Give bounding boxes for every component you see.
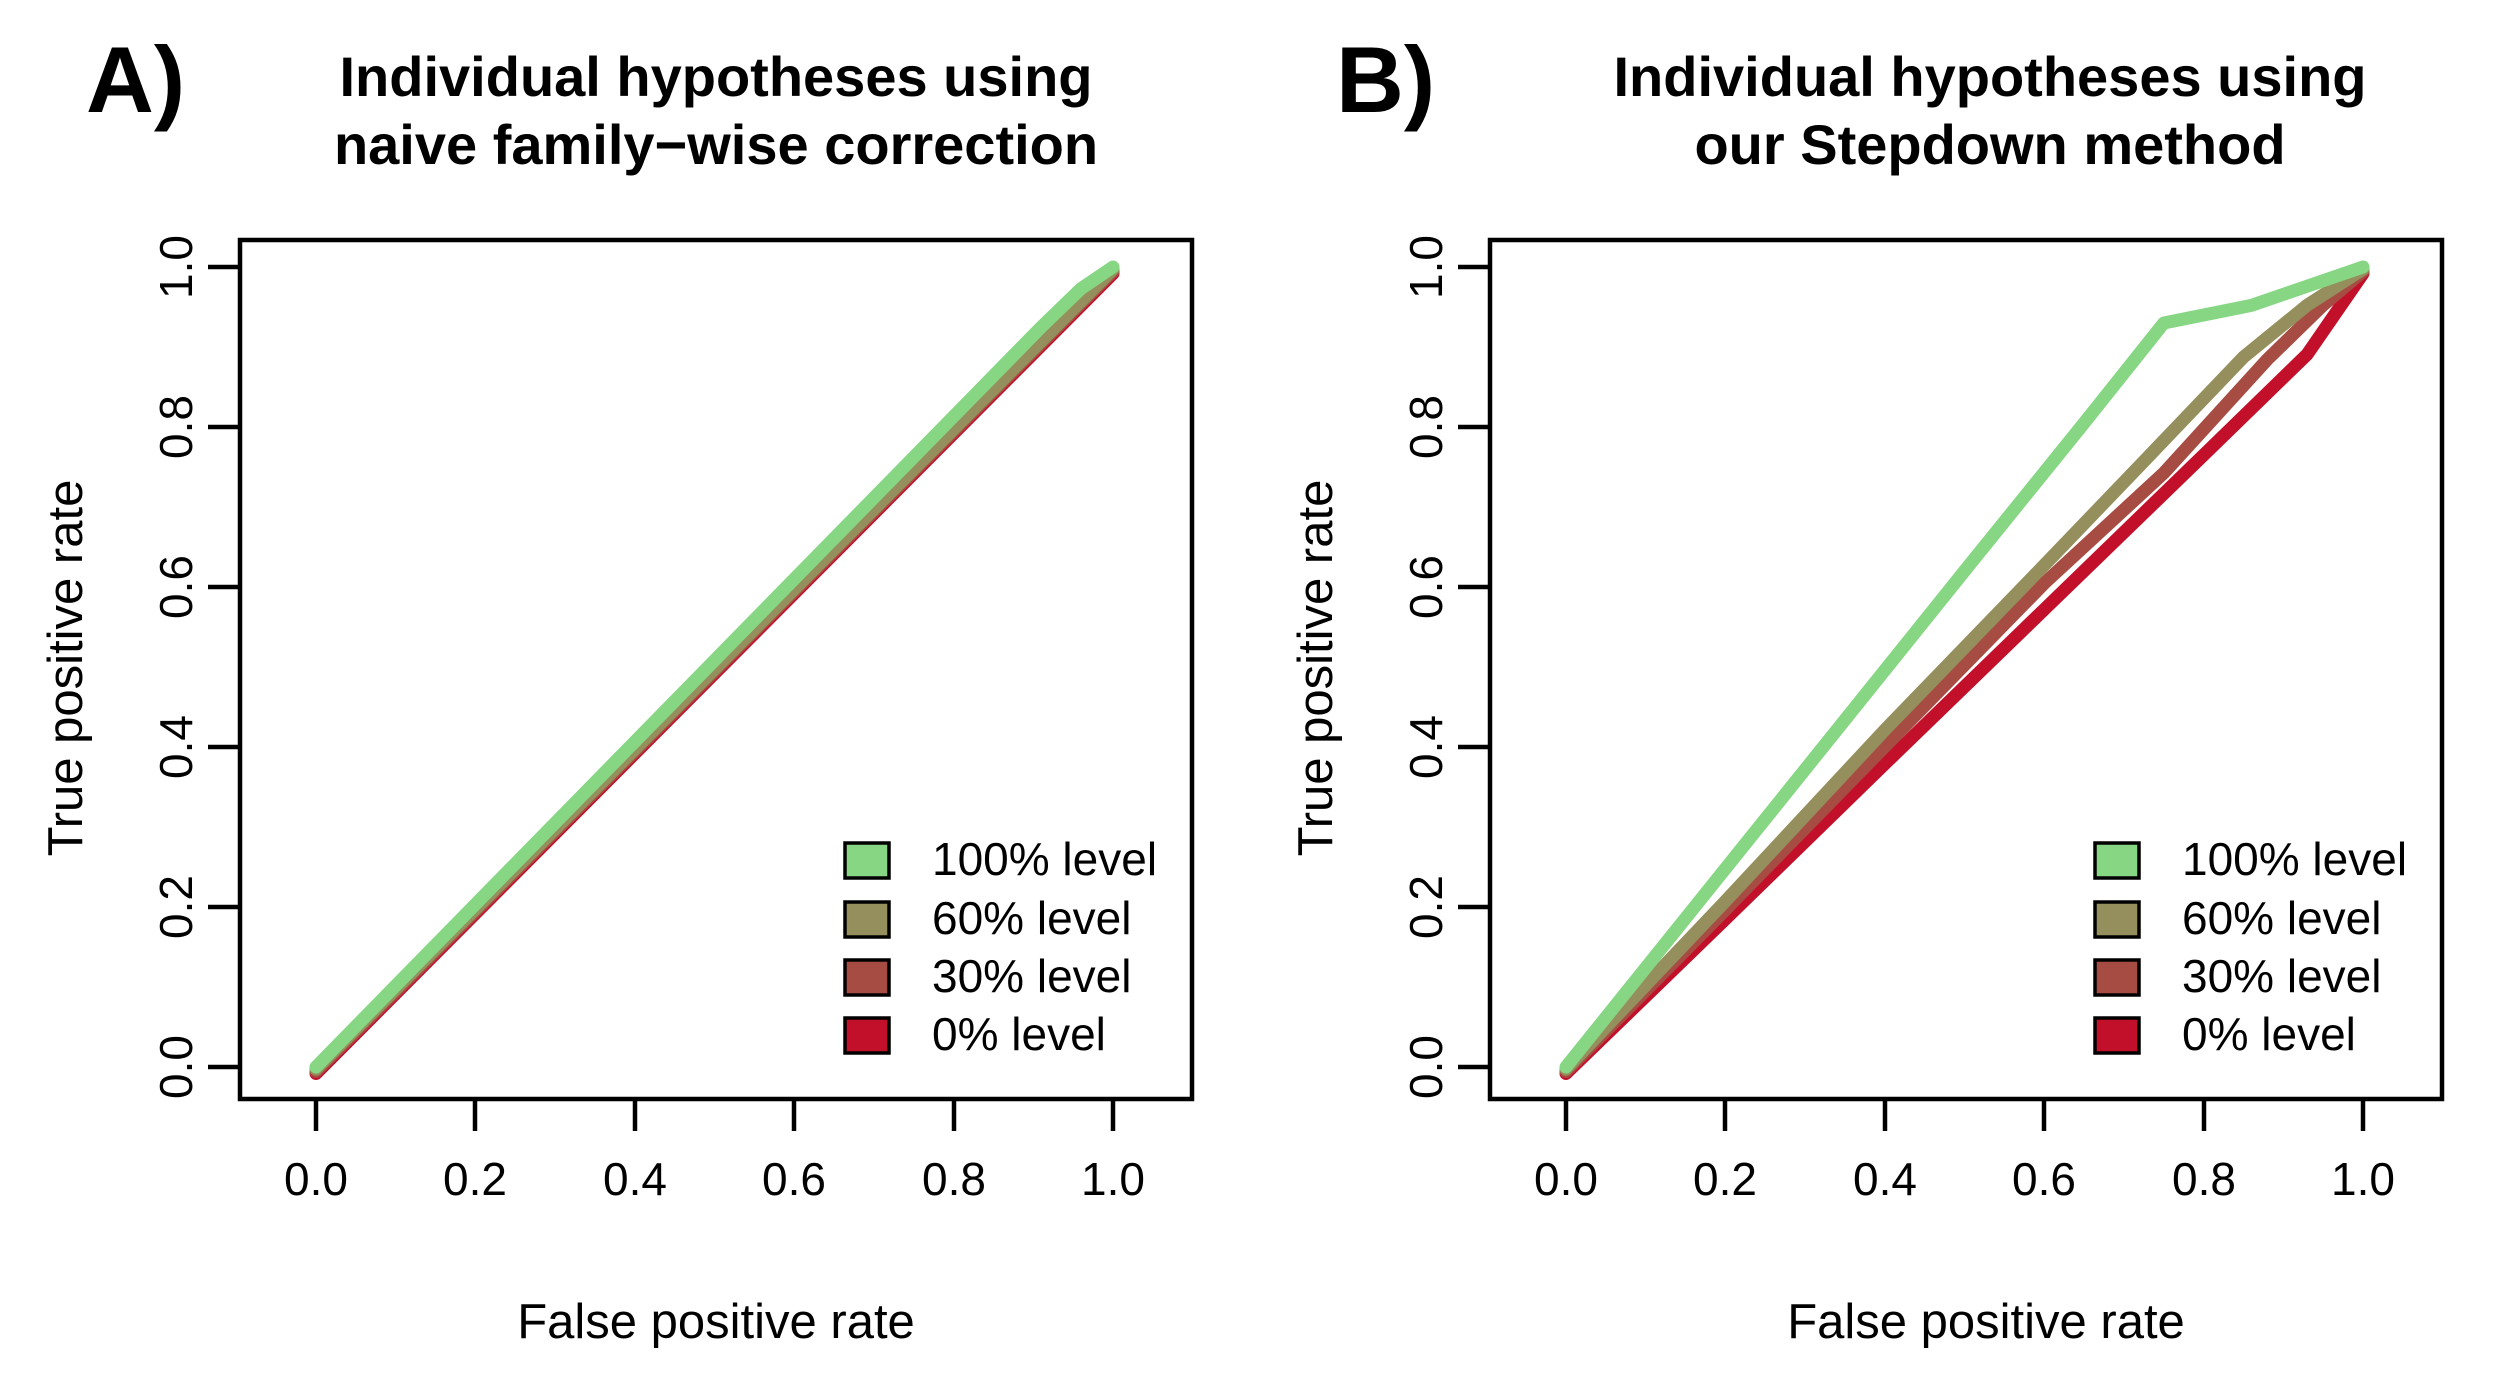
legend-label-0: 0% level [932, 1008, 1106, 1060]
x-tick-label: 0.0 [1534, 1153, 1598, 1205]
legend-swatch-30 [2093, 958, 2141, 997]
y-tick-label: 0.6 [1400, 555, 1452, 619]
series-line-60-level [1559, 262, 2370, 1076]
legend: 100% level 60% level 30% level 0% level [2093, 833, 2407, 1060]
panel-a: A) Individual hypotheses using naive fam… [39, 27, 1195, 1349]
legend-label-30: 30% level [932, 950, 1131, 1002]
legend-swatch-100 [843, 841, 891, 880]
y-axis: 0.0 0.2 0.4 0.6 0.8 1.0 True positive ra… [1289, 235, 1490, 1099]
series-line-0-level [1559, 267, 2370, 1080]
y-tick-label: 0.8 [1400, 395, 1452, 459]
x-axis-label: False positive rate [1787, 1295, 2185, 1349]
panel-b: B) Individual hypotheses using our Stepd… [1250, 0, 2500, 1400]
panel-a-title-line1: Individual hypotheses using [340, 45, 1093, 108]
panel-b-chart: B) Individual hypotheses using our Stepd… [1289, 27, 2445, 1349]
x-axis-label: False positive rate [517, 1295, 915, 1349]
panel-a-letter: A) [86, 27, 185, 132]
y-tick-label: 0.8 [150, 395, 202, 459]
y-tick-label: 0.4 [1400, 715, 1452, 779]
series-lines [309, 260, 1120, 1080]
legend-label-100: 100% level [2182, 833, 2407, 885]
legend-label-100: 100% level [932, 833, 1157, 885]
legend-swatch-0 [843, 1016, 891, 1055]
y-tick-label: 0.0 [150, 1035, 202, 1099]
x-tick-label: 0.8 [922, 1153, 986, 1205]
y-tick-label: 0.2 [150, 875, 202, 939]
series-line-100-level [1559, 260, 2370, 1074]
legend-label-30: 30% level [2182, 950, 2381, 1002]
x-tick-label: 1.0 [2331, 1153, 2395, 1205]
panel-b-title-line1: Individual hypotheses using [1614, 45, 2367, 108]
legend: 100% level 60% level 30% level 0% level [843, 833, 1157, 1060]
legend-swatch-60 [843, 900, 891, 939]
legend-label-60: 60% level [2182, 892, 2381, 944]
plot-box [1487, 237, 2445, 1102]
x-axis: 0.0 0.2 0.4 0.6 0.8 1.0 False positive r… [1534, 1099, 2395, 1349]
x-tick-label: 0.6 [762, 1153, 826, 1205]
y-tick-label: 0.0 [1400, 1035, 1452, 1099]
x-tick-label: 0.0 [284, 1153, 348, 1205]
y-tick-label: 0.2 [1400, 875, 1452, 939]
x-tick-label: 0.6 [2012, 1153, 2076, 1205]
panel-b-letter: B) [1336, 27, 1435, 132]
y-axis-label: True positive rate [1289, 480, 1343, 857]
x-tick-label: 0.8 [2172, 1153, 2236, 1205]
series-lines [1559, 260, 2370, 1080]
x-tick-label: 0.2 [1693, 1153, 1757, 1205]
y-tick-label: 1.0 [1400, 235, 1452, 299]
y-tick-label: 0.4 [150, 715, 202, 779]
series-line-100-level [309, 260, 1120, 1074]
series-line-30-level [1559, 264, 2370, 1078]
x-tick-label: 1.0 [1081, 1153, 1145, 1205]
x-tick-label: 0.2 [443, 1153, 507, 1205]
panel-a-title-line2: naive family−wise correction [334, 113, 1098, 176]
legend-swatch-0 [2093, 1016, 2141, 1055]
legend-label-0: 0% level [2182, 1008, 2356, 1060]
legend-swatch-100 [2093, 841, 2141, 880]
panel-b-title-line2: our Stepdown method [1694, 113, 2285, 176]
y-axis: 0.0 0.2 0.4 0.6 0.8 1.0 True positive ra… [39, 235, 240, 1099]
y-tick-label: 1.0 [150, 235, 202, 299]
plot-box [237, 237, 1195, 1102]
x-tick-label: 0.4 [1853, 1153, 1917, 1205]
legend-label-60: 60% level [932, 892, 1131, 944]
x-tick-label: 0.4 [603, 1153, 667, 1205]
panel-a-chart: A) Individual hypotheses using naive fam… [39, 27, 1195, 1349]
legend-swatch-60 [2093, 900, 2141, 939]
y-tick-label: 0.6 [150, 555, 202, 619]
y-axis-label: True positive rate [39, 480, 93, 857]
x-axis: 0.0 0.2 0.4 0.6 0.8 1.0 False positive r… [284, 1099, 1145, 1349]
legend-swatch-30 [843, 958, 891, 997]
